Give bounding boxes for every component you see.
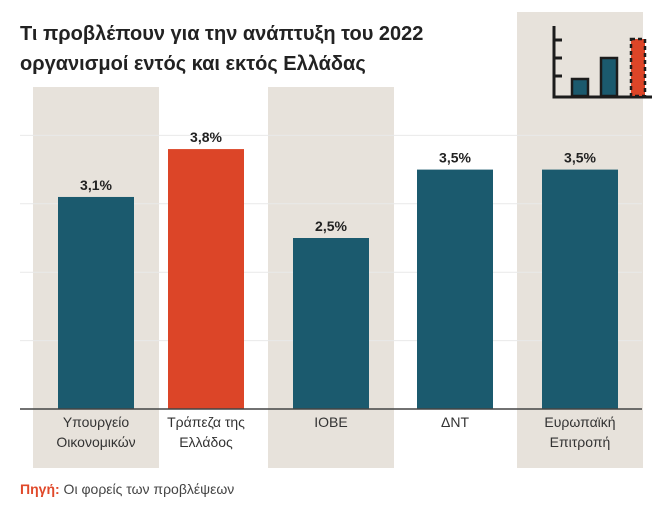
source-text: Οι φορείς των προβλέψεων xyxy=(59,481,235,497)
value-label: 3,1% xyxy=(80,177,112,193)
category-labels: Υπουργείο Οικονομικών Τράπεζα της Ελλάδος ΙΟ… xyxy=(56,414,615,450)
category-label: ΔΝΤ xyxy=(441,414,469,430)
chart-title-line-2: οργανισμοί εντός και εκτός Ελλάδας xyxy=(20,53,366,75)
bar-2 xyxy=(293,238,369,409)
category-label: Ευρωπαϊκή xyxy=(544,414,615,430)
category-label: Υπουργείο xyxy=(63,414,130,430)
icon-bar xyxy=(570,77,590,98)
chart-title-line-1: Τι προβλέπουν για την ανάπτυξη του 2022 xyxy=(20,23,423,45)
icon-bar-highlight xyxy=(631,39,645,96)
category-label: Οικονομικών xyxy=(56,434,135,450)
value-label: 3,5% xyxy=(439,150,471,166)
category-label: Ελλάδος xyxy=(179,434,233,450)
source-note: Πηγή: Οι φορείς των προβλέψεων xyxy=(20,481,234,497)
bars xyxy=(58,149,618,409)
bar-3 xyxy=(417,169,493,409)
icon-bar xyxy=(599,56,619,98)
icon-bar-outline xyxy=(629,37,647,98)
icon-axes xyxy=(552,26,652,99)
value-label: 3,8% xyxy=(190,129,222,145)
chart-title: Τι προβλέπουν για την ανάπτυξη του 2022 … xyxy=(20,23,423,75)
value-labels: 3,1% 3,8% 2,5% 3,5% 3,5% xyxy=(80,129,596,234)
category-label: ΙΟΒΕ xyxy=(314,414,347,430)
source-label: Πηγή: xyxy=(20,481,60,497)
value-label: 3,5% xyxy=(564,150,596,166)
bar-4 xyxy=(542,169,618,409)
bar-chart-icon xyxy=(552,26,652,99)
bar-1 xyxy=(168,149,244,409)
bar-0 xyxy=(58,196,134,409)
value-label: 2,5% xyxy=(315,218,347,234)
category-label: Τράπεζα της xyxy=(167,414,245,430)
category-label: Επιτροπή xyxy=(550,434,611,450)
